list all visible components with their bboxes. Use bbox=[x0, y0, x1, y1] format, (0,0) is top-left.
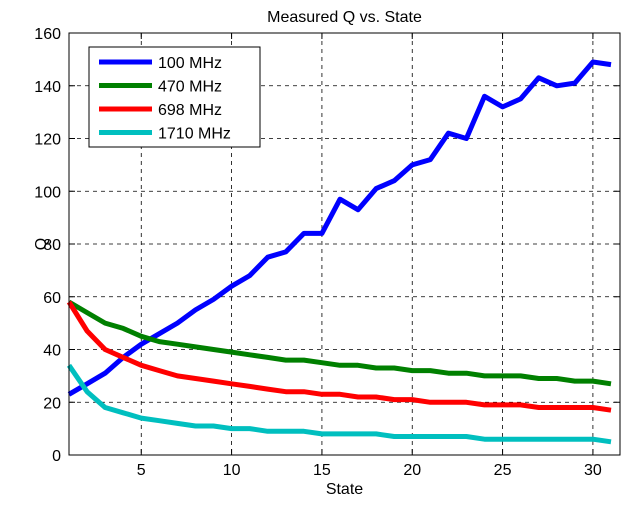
chart-title: Measured Q vs. State bbox=[267, 9, 422, 26]
legend: 100 MHz 470 MHz 698 MHz 1710 MHz bbox=[88, 46, 261, 148]
series-lines bbox=[66, 59, 612, 445]
y-tick-label: 140 bbox=[34, 79, 61, 96]
x-tick-label: 10 bbox=[223, 462, 241, 479]
x-tick-label: 15 bbox=[313, 462, 331, 479]
legend-label: 698 MHz bbox=[158, 102, 222, 119]
x-tick-label: 20 bbox=[403, 462, 421, 479]
y-tick-label: 100 bbox=[34, 184, 61, 201]
y-tick-label: 160 bbox=[34, 26, 61, 43]
series-line-0 bbox=[67, 59, 612, 397]
x-tick-label: 5 bbox=[137, 462, 146, 479]
y-tick-label: 0 bbox=[52, 448, 61, 465]
series-line-3 bbox=[66, 363, 612, 445]
x-tick-label: 25 bbox=[494, 462, 512, 479]
y-tick-label: 60 bbox=[43, 290, 61, 307]
y-tick-label: 20 bbox=[43, 395, 61, 412]
legend-label: 1710 MHz bbox=[158, 126, 231, 143]
y-tick-label: 80 bbox=[43, 237, 61, 254]
y-tick-label: 40 bbox=[43, 343, 61, 360]
grid bbox=[69, 33, 620, 455]
y-axis-title: Q bbox=[33, 238, 50, 250]
legend-label: 100 MHz bbox=[158, 55, 222, 72]
series-line-1 bbox=[67, 299, 612, 387]
x-tick-label: 30 bbox=[584, 462, 602, 479]
y-tick-label: 120 bbox=[34, 132, 61, 149]
legend-label: 470 MHz bbox=[158, 79, 222, 96]
axis-ticks: 5 10 15 20 25 30 0 20 40 60 80 100 120 140 160 bbox=[34, 26, 620, 479]
x-axis-title: State bbox=[326, 481, 363, 498]
series-line-2 bbox=[66, 300, 612, 413]
